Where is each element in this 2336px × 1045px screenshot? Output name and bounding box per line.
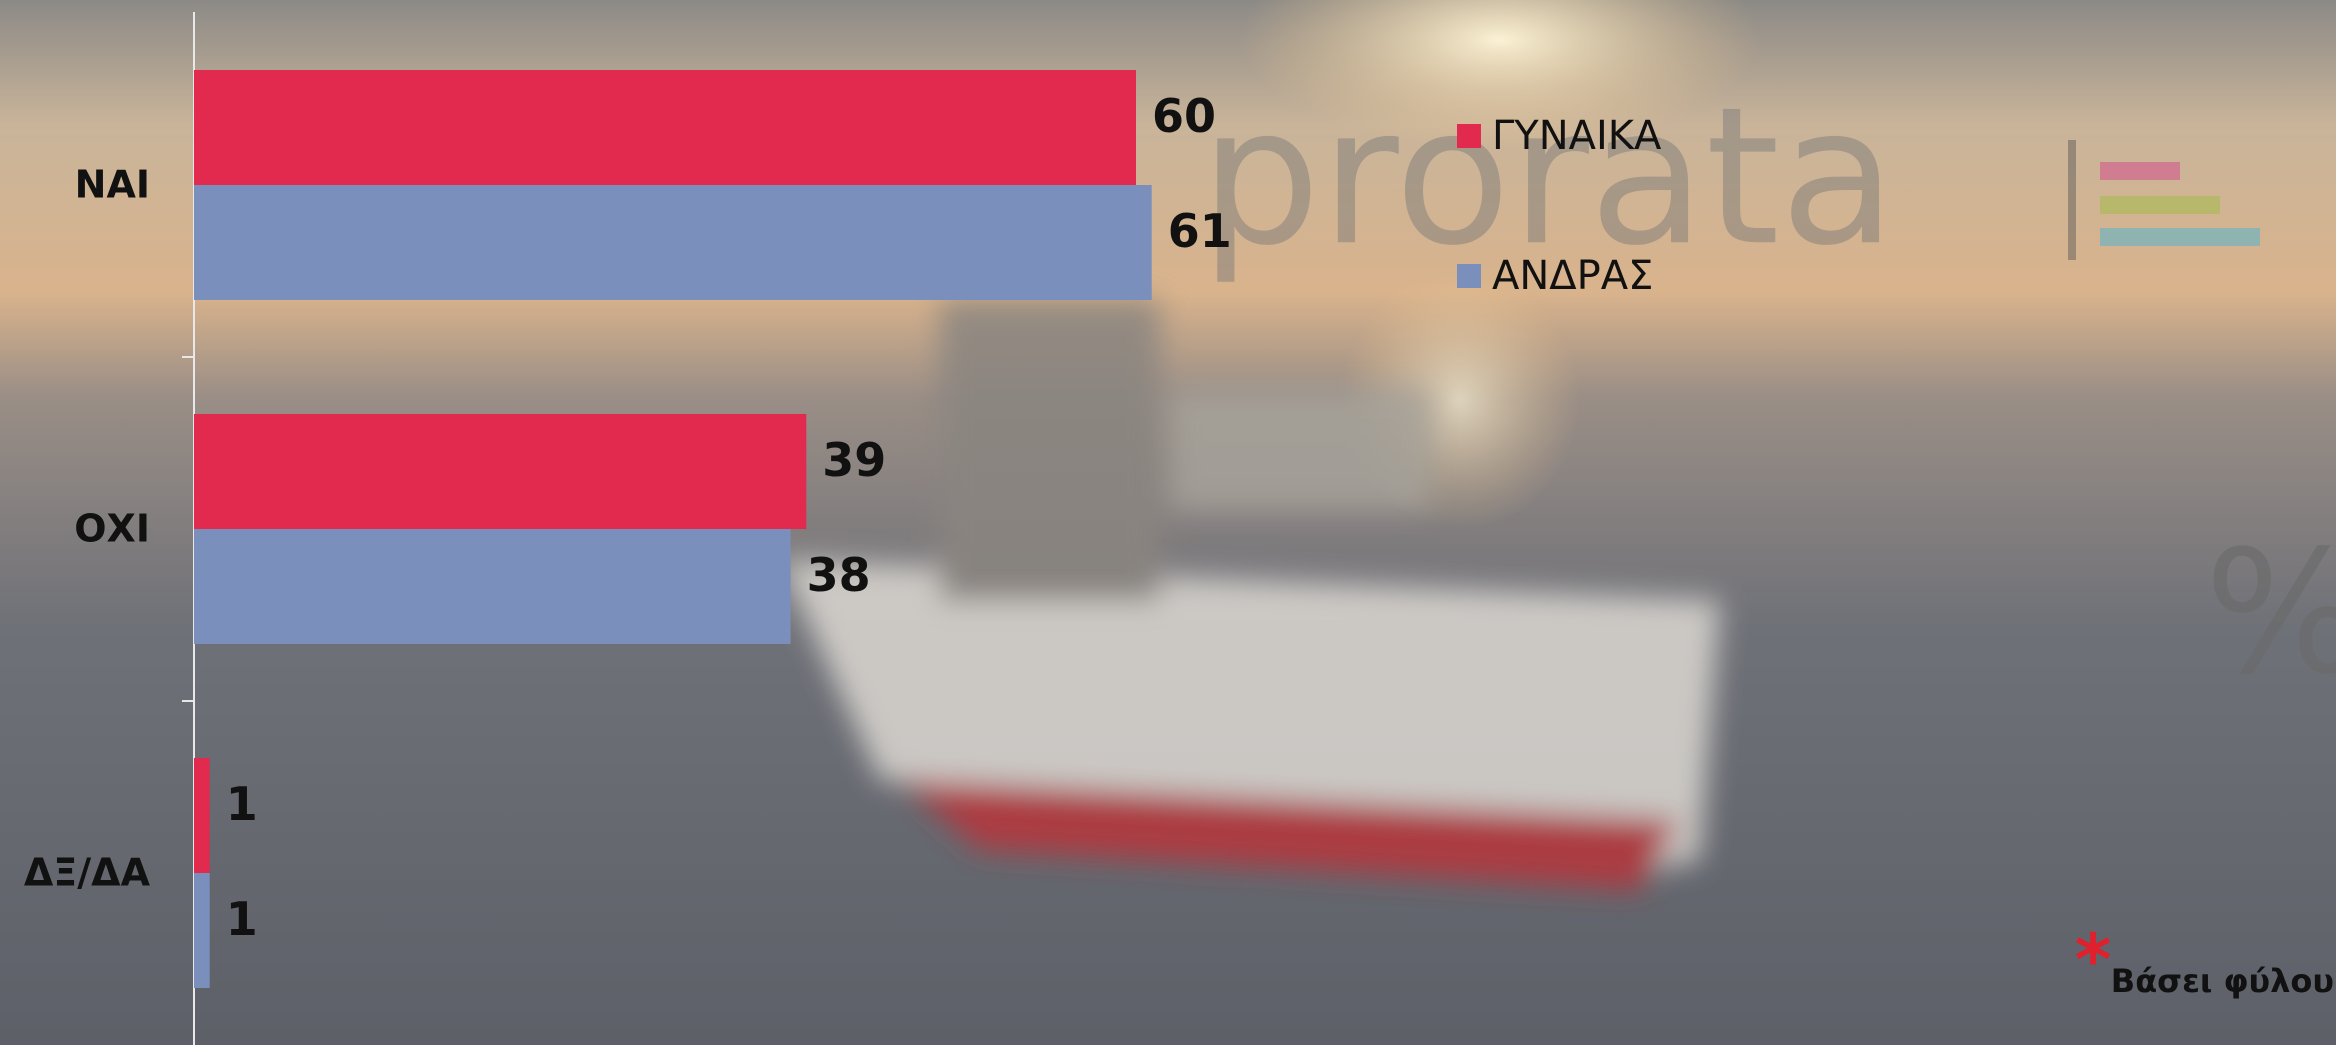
legend-swatch — [1457, 264, 1481, 288]
legend-label: ΓΥΝΑΙΚΑ — [1492, 113, 1662, 159]
category-label: ΟΧΙ — [74, 507, 150, 551]
legend-label: ΑΝΔΡΑΣ — [1492, 253, 1653, 299]
value-label: 38 — [807, 548, 871, 602]
bar — [194, 70, 1136, 185]
category-label: ΔΞ/ΔΑ — [24, 851, 151, 895]
category-label: ΝΑΙ — [75, 163, 150, 207]
bar — [194, 529, 791, 644]
bar — [194, 185, 1152, 300]
value-label: 1 — [226, 777, 258, 831]
chart: prorata % * Βάσει φύλου ΝΑΙ6061ΟΧΙ3938ΔΞ… — [0, 0, 2336, 1045]
value-label: 1 — [226, 892, 258, 946]
value-label: 60 — [1152, 89, 1216, 143]
legend-swatch — [1457, 124, 1481, 148]
value-label: 39 — [822, 433, 886, 487]
asterisk: * — [2075, 919, 2112, 1001]
bar — [194, 873, 210, 988]
unit-mark: % — [2204, 514, 2336, 712]
bar — [194, 758, 210, 873]
bar — [194, 414, 806, 529]
note: Βάσει φύλου — [2111, 962, 2334, 1000]
value-label: 61 — [1168, 204, 1232, 258]
